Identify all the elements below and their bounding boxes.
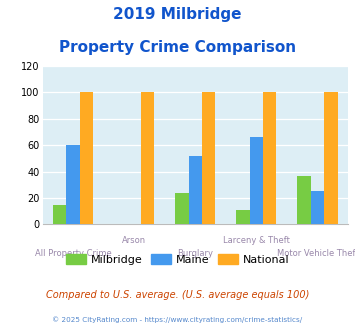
- Bar: [175, 193, 189, 224]
- Bar: [80, 92, 93, 224]
- Bar: [311, 191, 324, 224]
- Text: Arson: Arson: [122, 236, 146, 245]
- Text: Property Crime Comparison: Property Crime Comparison: [59, 40, 296, 54]
- Text: Compared to U.S. average. (U.S. average equals 100): Compared to U.S. average. (U.S. average …: [46, 290, 309, 300]
- Bar: [250, 137, 263, 224]
- Bar: [263, 92, 277, 224]
- Bar: [141, 92, 154, 224]
- Bar: [297, 176, 311, 224]
- Text: Larceny & Theft: Larceny & Theft: [223, 236, 290, 245]
- Bar: [189, 156, 202, 224]
- Text: All Property Crime: All Property Crime: [35, 249, 111, 258]
- Bar: [324, 92, 338, 224]
- Bar: [66, 145, 80, 224]
- Bar: [202, 92, 215, 224]
- Text: 2019 Milbridge: 2019 Milbridge: [113, 7, 242, 21]
- Bar: [236, 210, 250, 224]
- Text: © 2025 CityRating.com - https://www.cityrating.com/crime-statistics/: © 2025 CityRating.com - https://www.city…: [53, 317, 302, 323]
- Text: Burglary: Burglary: [177, 249, 213, 258]
- Legend: Milbridge, Maine, National: Milbridge, Maine, National: [61, 250, 294, 269]
- Text: Motor Vehicle Theft: Motor Vehicle Theft: [277, 249, 355, 258]
- Bar: [53, 205, 66, 224]
